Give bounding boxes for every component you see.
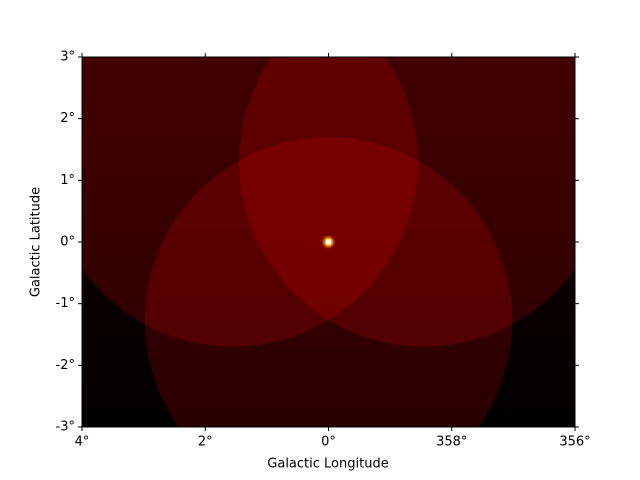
exposure-region	[239, 57, 575, 347]
x-axis-label: Galactic Longitude	[267, 457, 388, 472]
axes: 4° 2° 0° 358° 356° -3° -2° -1° 0° 1° 2° 3°	[56, 50, 591, 450]
y-tick-label: -1°	[56, 296, 75, 311]
source	[326, 239, 331, 245]
y-tick-label: -3°	[56, 420, 75, 435]
image-layer	[82, 57, 575, 427]
x-tick-label: 358°	[436, 435, 467, 450]
x-tick-label: 4°	[75, 435, 90, 450]
exposure-region	[82, 57, 418, 347]
y-axis-label: Galactic Latitude	[29, 187, 44, 297]
y-tick-label: 1°	[60, 173, 75, 188]
y-tick-label: -2°	[56, 358, 75, 373]
y-tick-label: 0°	[60, 235, 75, 250]
y-tick-label: 2°	[60, 111, 75, 126]
exposure-region	[144, 137, 513, 427]
y-tick-label: 3°	[60, 50, 75, 65]
x-tick-label: 0°	[321, 435, 336, 450]
x-tick-label: 356°	[559, 435, 590, 450]
x-tick-label: 2°	[198, 435, 213, 450]
